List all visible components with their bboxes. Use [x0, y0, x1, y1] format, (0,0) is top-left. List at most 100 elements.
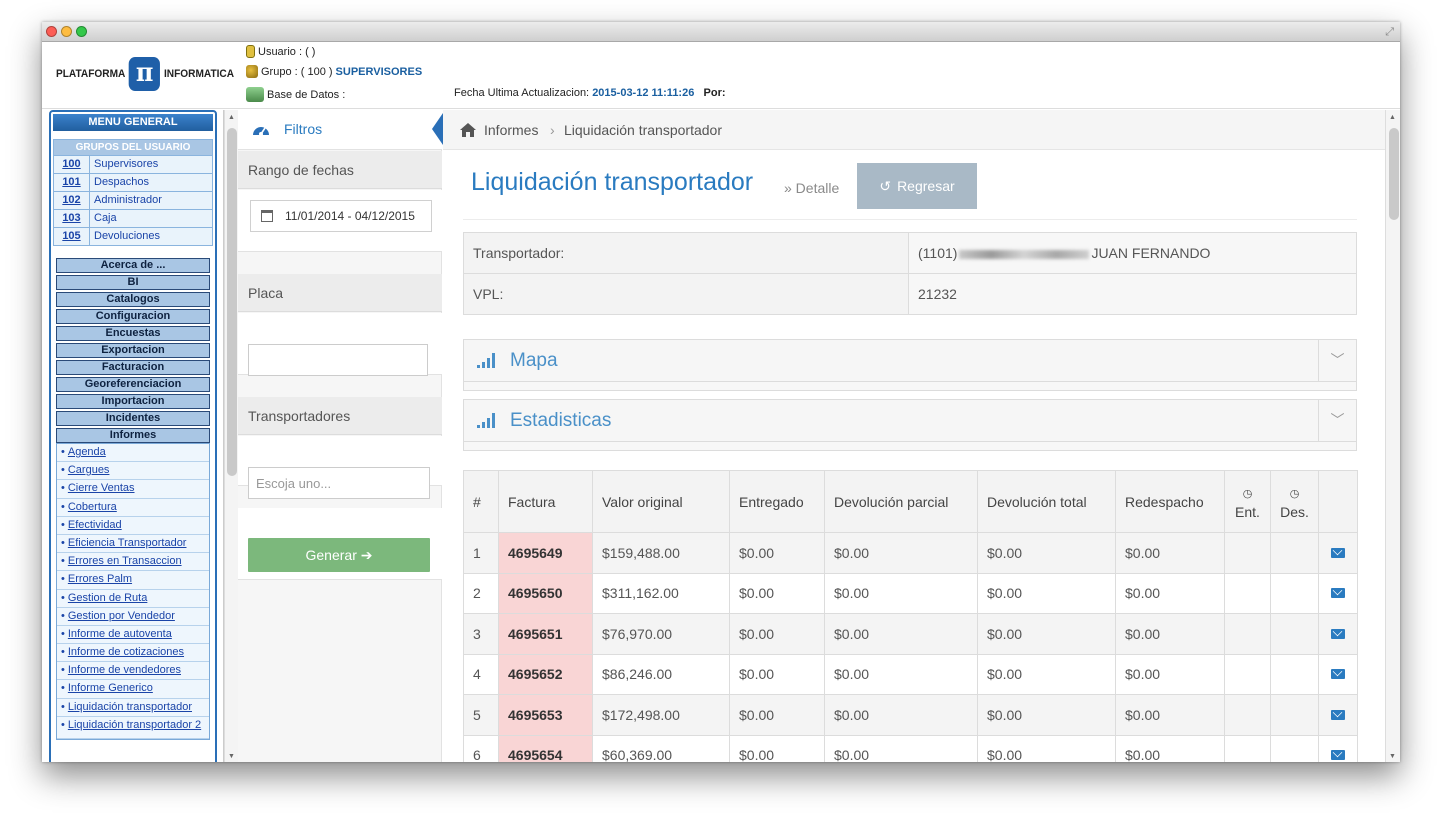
chevron-down-icon[interactable]: ﹀ — [1318, 340, 1356, 382]
transportador-select[interactable]: Escoja uno... — [248, 467, 430, 499]
des-time-cell — [1270, 653, 1319, 695]
menu-category-exportacion[interactable]: Exportacion — [56, 343, 210, 358]
back-button-label: Regresar — [897, 178, 955, 194]
menu-category-importacion[interactable]: Importacion — [56, 394, 210, 409]
col-header-redespacho[interactable]: Redespacho — [1115, 470, 1225, 533]
group-number[interactable]: 103 — [54, 210, 90, 227]
envelope-icon[interactable] — [1331, 628, 1345, 639]
breadcrumb-informes[interactable]: Informes — [484, 122, 539, 138]
maximize-window-button[interactable] — [76, 26, 87, 37]
scroll-down-icon[interactable]: ▼ — [228, 753, 235, 760]
group-name[interactable]: Administrador — [94, 194, 162, 206]
database-info: Base de Datos : — [246, 87, 345, 102]
table-row[interactable]: 4 4695652 $86,246.00 $0.00 $0.00 $0.00 $0.00 — [463, 653, 1358, 695]
menu-link[interactable]: • Eficiencia Transportador — [57, 535, 209, 554]
table-row[interactable]: 3 4695651 $76,970.00 $0.00 $0.00 $0.00 $0.00 — [463, 613, 1358, 655]
menu-link[interactable]: • Agenda — [57, 444, 209, 463]
group-number[interactable]: 105 — [54, 228, 90, 245]
fullscreen-icon[interactable]: ⤢ — [1385, 25, 1394, 38]
menu-category-catalogos[interactable]: Catalogos — [56, 292, 210, 307]
date-range-input[interactable]: 11/01/2014 - 04/12/2015 — [250, 200, 432, 232]
back-button[interactable]: ↺ Regresar — [857, 163, 977, 209]
envelope-icon[interactable] — [1331, 588, 1345, 599]
menu-category-facturacion[interactable]: Facturacion — [56, 360, 210, 375]
col-header-ent[interactable]: ◷ Ent. — [1224, 470, 1271, 533]
sidebar-scroll-thumb[interactable] — [227, 128, 237, 476]
sidebar-scrollbar[interactable]: ▲ ▼ — [224, 110, 238, 762]
table-row[interactable]: 5 4695653 $172,498.00 $0.00 $0.00 $0.00 $0.00 — [463, 694, 1358, 736]
menu-category-informes[interactable]: Informes — [56, 428, 210, 443]
stats-widget-header[interactable]: Estadisticas ﹀ — [464, 400, 1356, 442]
redespacho-cell: $0.00 — [1115, 532, 1225, 574]
table-row[interactable]: 1 4695649 $159,488.00 $0.00 $0.00 $0.00 $0.00 — [463, 532, 1358, 574]
menu-link[interactable]: • Errores Palm — [57, 571, 209, 590]
col-header-valor-original[interactable]: Valor original — [592, 470, 730, 533]
group-row[interactable]: 101 Despachos — [54, 173, 212, 191]
menu-link[interactable]: • Efectividad — [57, 517, 209, 535]
menu-category-encuestas[interactable]: Encuestas — [56, 326, 210, 341]
group-row[interactable]: 102 Administrador — [54, 191, 212, 209]
main-scroll-thumb[interactable] — [1389, 128, 1399, 220]
menu-category-acerca[interactable]: Acerca de ... — [56, 258, 210, 273]
group-name[interactable]: Devoluciones — [94, 230, 161, 242]
col-header-entregado[interactable]: Entregado — [729, 470, 825, 533]
group-name[interactable]: Supervisores — [94, 158, 159, 170]
envelope-icon[interactable] — [1331, 709, 1345, 720]
scroll-up-icon[interactable]: ▲ — [228, 114, 235, 121]
main-scrollbar[interactable]: ▲ ▼ — [1385, 110, 1400, 762]
menu-category-georeferenciacion[interactable]: Georeferenciacion — [56, 377, 210, 392]
group-row[interactable]: 105 Devoluciones — [54, 227, 212, 245]
close-window-button[interactable] — [46, 26, 57, 37]
menu-category-configuracion[interactable]: Configuracion — [56, 309, 210, 324]
info-row: VPL: 21232 — [463, 273, 1357, 315]
col-header-factura[interactable]: Factura — [498, 470, 593, 533]
envelope-icon[interactable] — [1331, 547, 1345, 558]
placa-title: Placa — [238, 274, 442, 312]
generate-button[interactable]: Generar ➔ — [248, 538, 430, 572]
envelope-icon[interactable] — [1331, 750, 1345, 761]
menu-link[interactable]: • Informe Generico — [57, 680, 209, 699]
chevron-down-icon[interactable]: ﹀ — [1318, 400, 1356, 442]
database-label: Base de Datos : — [267, 88, 346, 101]
group-number[interactable]: 102 — [54, 192, 90, 209]
menu-link[interactable]: • Errores en Transaccion — [57, 553, 209, 572]
app-logo[interactable]: PLATAFORMA π INFORMATICA — [56, 57, 234, 91]
row-number: 2 — [463, 572, 499, 614]
menu-link[interactable]: • Informe de cotizaciones — [57, 644, 209, 663]
menu-link[interactable]: • Cobertura — [57, 499, 209, 517]
col-header-devolucion-parcial[interactable]: Devolución parcial — [824, 470, 978, 533]
minimize-window-button[interactable] — [61, 26, 72, 37]
scroll-up-icon[interactable]: ▲ — [1389, 114, 1396, 121]
group-name[interactable]: Despachos — [94, 176, 150, 188]
email-action-cell — [1318, 572, 1358, 614]
undo-icon: ↺ — [879, 178, 892, 194]
menu-link[interactable]: • Informe de vendedores — [57, 662, 209, 681]
menu-link[interactable]: • Liquidación transportador — [57, 699, 209, 717]
col-header-devolucion-total[interactable]: Devolución total — [977, 470, 1116, 533]
menu-link[interactable]: • Gestion de Ruta — [57, 590, 209, 608]
col-header-number[interactable]: # — [463, 470, 499, 533]
map-widget-header[interactable]: Mapa ﹀ — [464, 340, 1356, 382]
table-row[interactable]: 6 4695654 $60,369.00 $0.00 $0.00 $0.00 $0.00 — [463, 734, 1358, 762]
group-row[interactable]: 103 Caja — [54, 209, 212, 227]
envelope-icon[interactable] — [1331, 669, 1345, 680]
group-number[interactable]: 101 — [54, 174, 90, 191]
menu-link[interactable]: • Informe de autoventa — [57, 626, 209, 645]
scroll-down-icon[interactable]: ▼ — [1389, 753, 1396, 760]
filters-collapse-handle[interactable] — [432, 113, 443, 145]
placa-input[interactable] — [248, 344, 428, 376]
group-number[interactable]: 100 — [54, 156, 90, 173]
menu-link[interactable]: • Cargues — [57, 462, 209, 481]
group-row[interactable]: 100 Supervisores — [54, 155, 212, 173]
menu-link[interactable]: • Cierre Ventas — [57, 480, 209, 499]
menu-category-incidentes[interactable]: Incidentes — [56, 411, 210, 426]
home-icon[interactable] — [459, 122, 477, 138]
col-header-des[interactable]: ◷ Des. — [1270, 470, 1319, 533]
menu-link[interactable]: • Liquidación transportador 2 — [57, 717, 209, 739]
group-name[interactable]: Caja — [94, 212, 117, 224]
devolucion-parcial-cell: $0.00 — [824, 653, 978, 695]
breadcrumb-current: Liquidación transportador — [564, 122, 722, 138]
menu-category-bi[interactable]: BI — [56, 275, 210, 290]
menu-link[interactable]: • Gestion por Vendedor — [57, 608, 209, 626]
table-row[interactable]: 2 4695650 $311,162.00 $0.00 $0.00 $0.00 $0.00 — [463, 572, 1358, 614]
